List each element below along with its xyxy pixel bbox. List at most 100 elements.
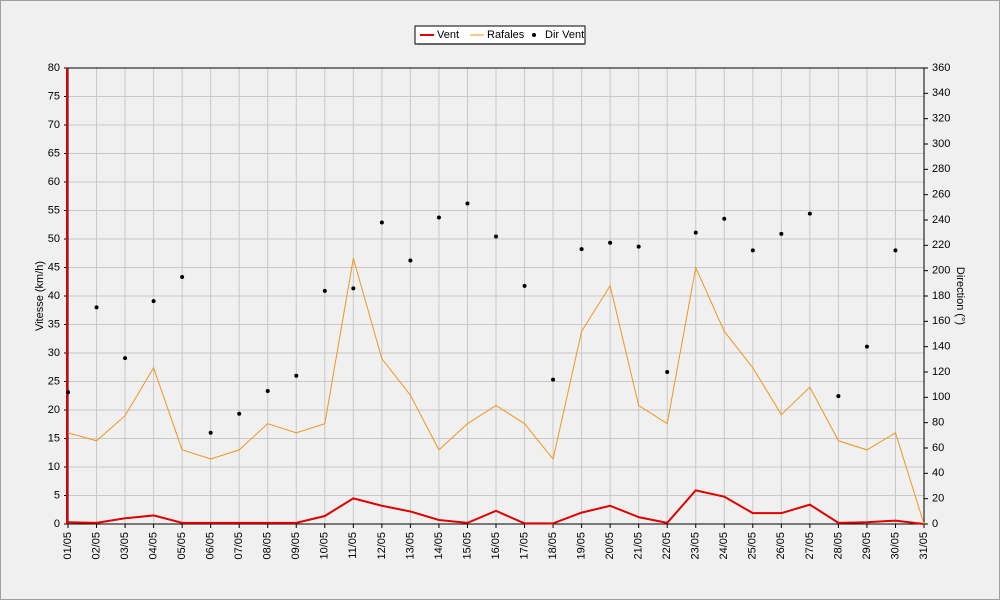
x-tick-label: 26/05 (775, 532, 787, 560)
x-tick-label: 06/05 (205, 532, 217, 560)
direction-dot (66, 390, 70, 395)
y2-tick-label: 60 (932, 442, 944, 454)
y2-tick-label: 360 (932, 62, 950, 74)
y-tick-label: 60 (48, 176, 60, 188)
x-tick-label: 08/05 (262, 532, 274, 560)
direction-dot (322, 288, 327, 293)
direction-dot (180, 275, 185, 279)
y-tick-label: 45 (48, 261, 60, 273)
y2-tick-label: 180 (932, 290, 950, 302)
x-tick-label: 17/05 (518, 532, 530, 560)
y-tick-label: 65 (48, 147, 60, 159)
x-tick-label: 30/05 (889, 532, 901, 560)
y-tick-label: 35 (48, 318, 60, 330)
x-tick-label: 05/05 (176, 532, 188, 560)
x-tick-label: 12/05 (376, 532, 388, 560)
y-tick-label: 5 (54, 489, 60, 501)
y2-tick-label: 100 (932, 391, 950, 403)
legend-label: Rafales (487, 29, 525, 41)
series-line (67, 258, 925, 525)
y2-tick-label: 320 (932, 113, 950, 125)
x-tick-label: 19/05 (576, 532, 588, 560)
direction-dot (494, 234, 498, 239)
x-tick-label: 24/05 (718, 532, 730, 560)
direction-dot (123, 356, 128, 361)
y-tick-label: 10 (48, 461, 60, 473)
x-tick-label: 28/05 (832, 532, 844, 560)
x-tick-label: 31/05 (918, 532, 930, 560)
x-tick-label: 07/05 (233, 532, 245, 560)
direction-dot (864, 344, 869, 349)
direction-dot (94, 305, 99, 310)
y2-tick-label: 140 (932, 341, 950, 353)
x-tick-label: 15/05 (461, 532, 473, 560)
y-axis-label: Vitesse (km/h) (34, 261, 46, 331)
y2-tick-label: 220 (932, 239, 950, 251)
direction-dot (265, 389, 270, 393)
y2-axis-label: Direction (°) (954, 267, 966, 325)
direction-dot (722, 216, 727, 221)
direction-dot (436, 215, 441, 220)
y2-tick-label: 80 (932, 417, 944, 429)
direction-dot (522, 283, 527, 288)
y-tick-label: 30 (48, 347, 60, 359)
x-tick-label: 03/05 (119, 532, 131, 560)
legend-label: Dir Vent (545, 29, 584, 41)
x-tick-label: 10/05 (319, 532, 331, 560)
x-tick-label: 01/05 (62, 532, 74, 560)
x-tick-label: 16/05 (490, 532, 502, 560)
direction-dot (294, 373, 299, 378)
direction-dot (807, 211, 812, 216)
direction-dot (237, 411, 242, 416)
direction-dot (151, 299, 156, 304)
x-tick-label: 18/05 (547, 532, 559, 560)
legend-label: Vent (437, 29, 459, 41)
direction-dot (893, 248, 898, 253)
y-tick-label: 70 (48, 119, 60, 131)
y-tick-label: 80 (48, 62, 60, 74)
x-tick-label: 11/05 (347, 532, 359, 559)
y2-tick-label: 300 (932, 138, 950, 150)
x-tick-label: 04/05 (148, 532, 160, 560)
y2-tick-label: 240 (932, 214, 950, 226)
direction-dot (665, 370, 670, 374)
direction-dot (351, 286, 356, 291)
direction-dot (579, 247, 584, 252)
direction-dot (693, 230, 698, 235)
x-tick-label: 20/05 (604, 532, 616, 560)
direction-dot (208, 430, 213, 435)
x-tick-label: 13/05 (404, 532, 416, 560)
y2-tick-label: 20 (932, 493, 944, 505)
y-tick-label: 50 (48, 233, 60, 245)
y-tick-label: 40 (48, 290, 60, 302)
x-tick-label: 27/05 (804, 532, 816, 560)
x-tick-label: 14/05 (433, 532, 445, 560)
y-tick-label: 25 (48, 375, 60, 387)
direction-dot (408, 258, 413, 263)
series-line (67, 489, 925, 525)
y-tick-label: 20 (48, 404, 60, 416)
direction-dot (836, 394, 841, 399)
legend-symbol (532, 33, 536, 37)
y-tick-label: 75 (48, 90, 60, 102)
y2-tick-label: 120 (932, 366, 950, 378)
direction-dot (465, 201, 470, 206)
direction-dot (551, 377, 556, 382)
direction-dot (779, 231, 784, 236)
x-tick-label: 21/05 (633, 532, 645, 560)
x-tick-label: 02/05 (90, 532, 102, 560)
y2-tick-label: 160 (932, 315, 950, 327)
x-tick-label: 23/05 (690, 532, 702, 560)
direction-dot (608, 240, 613, 245)
y2-tick-label: 340 (932, 87, 950, 99)
direction-dot (750, 248, 755, 253)
y2-tick-label: 40 (932, 467, 944, 479)
x-tick-label: 25/05 (747, 532, 759, 560)
x-tick-label: 22/05 (661, 532, 673, 560)
y-tick-label: 0 (54, 518, 60, 530)
y-tick-label: 15 (48, 432, 60, 444)
y2-tick-label: 0 (932, 518, 938, 530)
y2-tick-label: 260 (932, 189, 950, 201)
